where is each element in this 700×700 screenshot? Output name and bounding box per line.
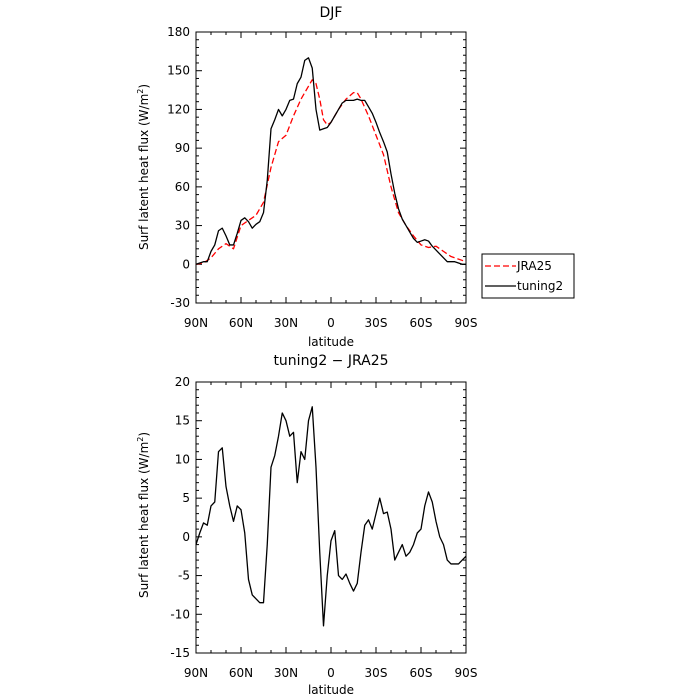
bottom-chart-title: tuning2 − JRA25 <box>273 353 388 369</box>
y-tick-label: 15 <box>175 414 190 428</box>
top-chart-title: DJF <box>320 5 343 21</box>
y-tick-label: -30 <box>170 296 190 310</box>
y-tick-label: 150 <box>167 64 190 78</box>
y-tick-label: 5 <box>182 491 190 505</box>
x-tick-label: 0 <box>327 666 335 680</box>
series-line-difference <box>195 406 467 627</box>
y-tick-label: 0 <box>182 530 190 544</box>
x-tick-label: 60N <box>229 316 253 330</box>
legend-jra25-label: JRA25 <box>516 259 552 273</box>
y-tick-label: 90 <box>175 141 190 155</box>
x-tick-label: 60S <box>410 666 433 680</box>
y-tick-label: 180 <box>167 25 190 39</box>
series-line-jra25 <box>195 79 467 265</box>
x-tick-label: 90N <box>184 666 208 680</box>
legend-box <box>481 253 575 299</box>
y-tick-label: 60 <box>175 180 190 194</box>
legend: JRA25 tuning2 <box>481 253 575 299</box>
top-panel-djf: DJF Surf latent heat flux (W/m2) latitud… <box>136 5 575 349</box>
x-tick-label: 30N <box>274 666 298 680</box>
x-tick-label: 30S <box>365 666 388 680</box>
x-tick-label: 90N <box>184 316 208 330</box>
legend-tuning2-label: tuning2 <box>517 279 563 293</box>
plot-frame <box>195 31 467 304</box>
x-tick-label: 30N <box>274 316 298 330</box>
plot-frame <box>195 381 467 654</box>
bottom-y-axis-label: Surf latent heat flux (W/m2) <box>136 432 151 598</box>
y-tick-label: -10 <box>170 607 190 621</box>
x-tick-label: 60S <box>410 316 433 330</box>
bottom-panel-difference: tuning2 − JRA25 Surf latent heat flux (W… <box>136 353 477 697</box>
y-tick-label: 10 <box>175 452 190 466</box>
top-x-axis-label: latitude <box>308 335 354 349</box>
x-tick-label: 90S <box>455 316 478 330</box>
y-tick-label: 0 <box>182 257 190 271</box>
y-tick-label: 20 <box>175 375 190 389</box>
top-y-axis-label: Surf latent heat flux (W/m2) <box>136 84 151 250</box>
bottom-plot-area: -15 -10 -5 0 5 10 15 20 90N 60N 30N 0 30S 60S 90S <box>170 375 477 680</box>
y-tick-label: -5 <box>178 569 190 583</box>
x-tick-label: 90S <box>455 666 478 680</box>
x-tick-label: 0 <box>327 316 335 330</box>
y-tick-label: 30 <box>175 219 190 233</box>
x-tick-label: 30S <box>365 316 388 330</box>
x-tick-label: 60N <box>229 666 253 680</box>
top-plot-area: -30 0 30 60 90 120 150 180 90N 60N 30N 0 30S 60S 90S <box>167 25 477 330</box>
series-line-tuning2 <box>195 57 466 265</box>
y-tick-label: -15 <box>170 646 190 660</box>
y-tick-label: 120 <box>167 102 190 116</box>
bottom-x-axis-label: latitude <box>308 683 354 697</box>
